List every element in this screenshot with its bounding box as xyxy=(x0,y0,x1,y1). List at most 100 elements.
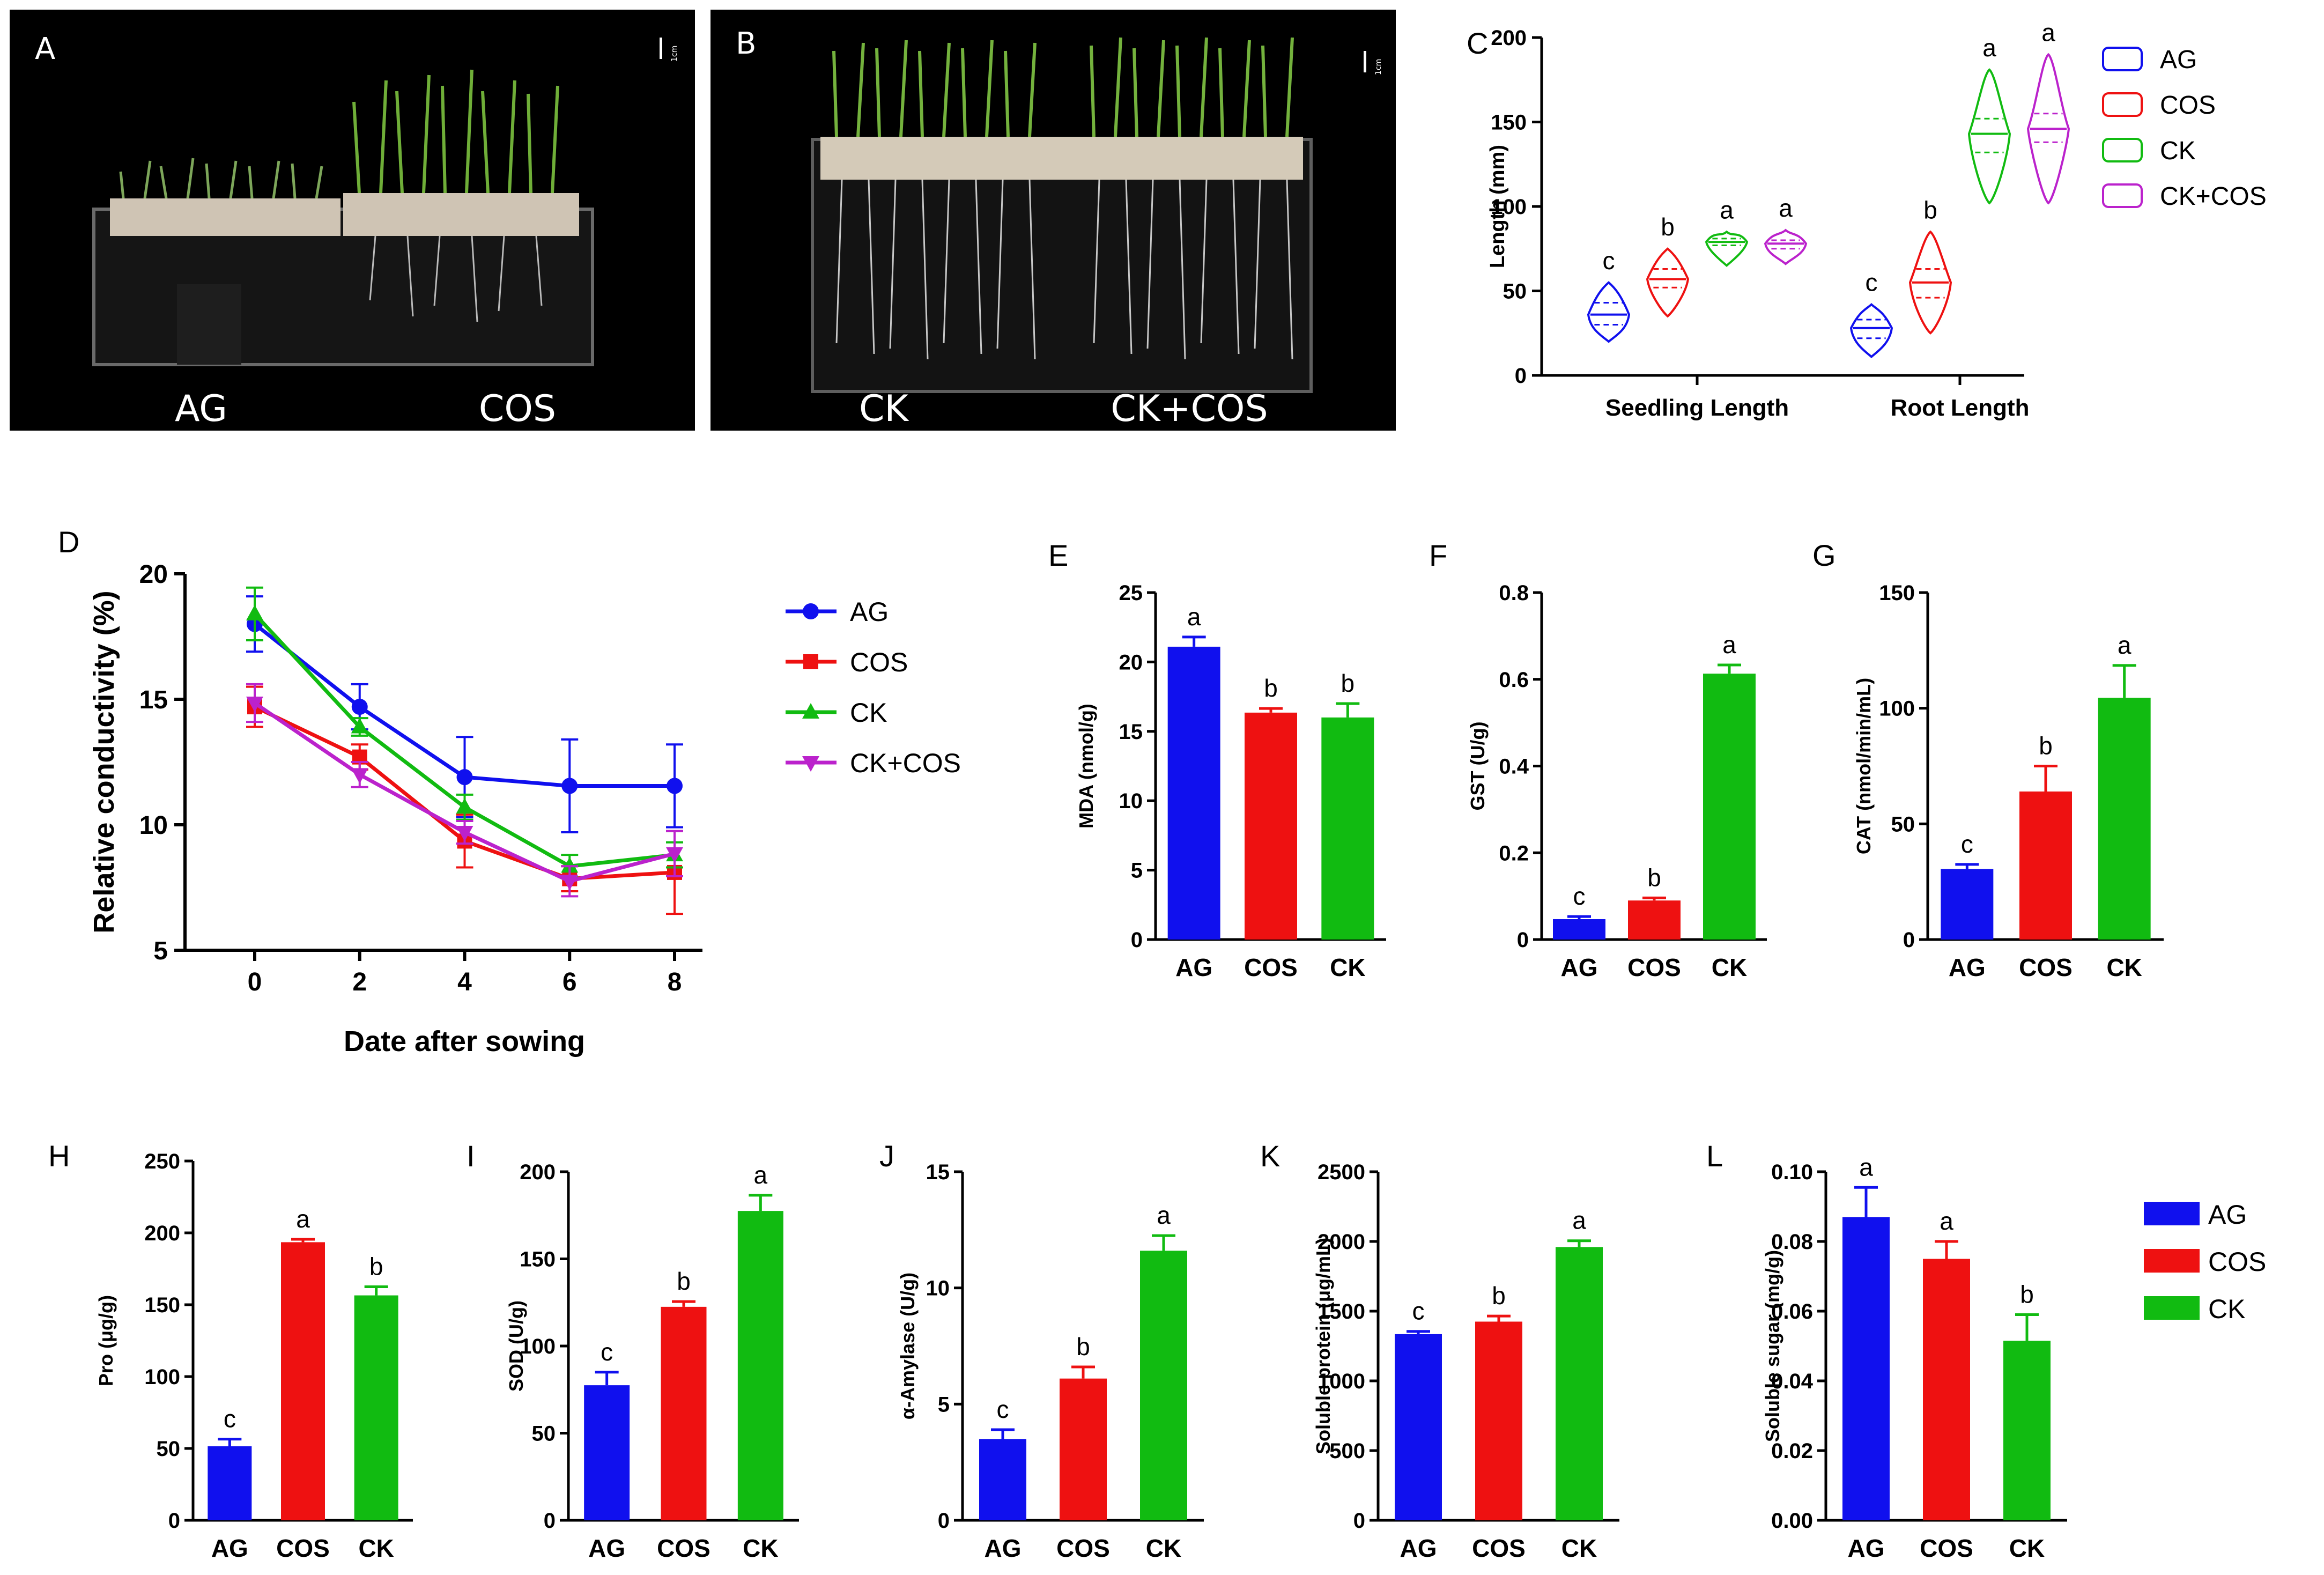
c-x-tick-label: Seedling Length xyxy=(1605,395,1789,421)
g-x-tick-label: COS xyxy=(2019,953,2073,981)
k-y-axis-label: Soluble protein (μg/mL) xyxy=(1312,1238,1334,1454)
violin-ck-cos xyxy=(1764,228,1808,265)
panel-label-i: I xyxy=(467,1139,475,1173)
panel-label-j: J xyxy=(879,1139,894,1173)
chart-e: E 0 5 10 15 20 25 MDA (nmol/g) a AG b COS b CK xyxy=(1048,538,1386,981)
j-bar-ck xyxy=(1140,1251,1187,1520)
f-x-tick-label: COS xyxy=(1627,953,1681,981)
d-legend-marker xyxy=(803,654,818,669)
i-y-tick-label: 200 xyxy=(520,1160,556,1184)
f-y-tick-label: 0.8 xyxy=(1499,581,1529,605)
l-bar-ag xyxy=(1842,1217,1890,1520)
f-y-tick-label: 0 xyxy=(1517,928,1529,952)
panel-label-d: D xyxy=(58,525,79,559)
c-y-tick-label: 50 xyxy=(1503,280,1527,304)
k-y-tick-label: 1500 xyxy=(1318,1300,1365,1323)
h-significance-letter: c xyxy=(224,1405,236,1433)
e-x-tick-label: COS xyxy=(1244,953,1298,981)
photo-a-seedlings-cos xyxy=(352,69,559,194)
panel-label-l: L xyxy=(1706,1139,1723,1173)
k-y-tick-label: 500 xyxy=(1329,1439,1365,1463)
j-significance-letter: a xyxy=(1157,1201,1171,1229)
j-x-tick-label: AG xyxy=(985,1534,1022,1562)
f-bar-ck xyxy=(1703,674,1756,940)
panel-label-f: F xyxy=(1429,538,1447,572)
h-bar-cos xyxy=(281,1242,325,1520)
e-y-tick-label: 10 xyxy=(1119,789,1143,813)
h-significance-letter: b xyxy=(369,1253,383,1281)
c-legend-swatch xyxy=(2102,92,2143,117)
i-significance-letter: c xyxy=(601,1338,613,1366)
j-y-tick-label: 5 xyxy=(938,1393,950,1416)
e-significance-letter: b xyxy=(1264,674,1278,702)
photo-a-label-cos: COS xyxy=(479,388,556,430)
d-x-axis-label: Date after sowing xyxy=(344,1025,585,1058)
l-y-tick-label: 0.10 xyxy=(1771,1160,1813,1184)
h-x-tick-label: CK xyxy=(358,1534,394,1562)
panel-label-c: C xyxy=(1467,26,1488,60)
l-significance-letter: b xyxy=(2020,1281,2034,1308)
g-significance-letter: a xyxy=(2118,631,2131,659)
panel-label-g: G xyxy=(1812,538,1836,572)
d-point-circle xyxy=(561,778,578,794)
photo-a-seed-row-ag xyxy=(110,198,341,236)
h-significance-letter: a xyxy=(296,1205,310,1233)
c-significance-letter: b xyxy=(1923,196,1937,224)
photo-a-seedlings-ag xyxy=(119,158,323,199)
f-y-axis-label: GST (U/g) xyxy=(1467,722,1489,811)
photo-b-roots xyxy=(835,179,1293,360)
g-y-axis-label: CAT (nmol/min/mL) xyxy=(1853,678,1875,854)
d-point-triangle-down xyxy=(561,875,579,891)
photo-b: 1cm B CK CK+COS xyxy=(710,10,1396,431)
bar-legend-label: COS xyxy=(2208,1247,2266,1277)
d-y-tick-label: 10 xyxy=(139,811,168,840)
l-significance-letter: a xyxy=(1859,1153,1873,1181)
j-bar-ag xyxy=(979,1439,1026,1520)
violin-cos xyxy=(1908,230,1952,335)
chart-d: D 5 10 15 20 0 2 4 6 8 Relative conductivity (%) Da… xyxy=(58,525,961,1058)
i-bar-ck xyxy=(737,1211,783,1520)
d-point-triangle-up xyxy=(246,604,263,620)
d-point-triangle-up xyxy=(561,857,579,873)
chart-f: F 0 0.2 0.4 0.6 0.8 GST (U/g) c AG b COS a CK xyxy=(1429,538,1767,981)
h-y-tick-label: 50 xyxy=(157,1437,181,1461)
bar-legend-label: CK xyxy=(2208,1294,2245,1324)
h-y-tick-label: 100 xyxy=(144,1365,180,1389)
i-x-tick-label: CK xyxy=(743,1534,778,1562)
k-y-tick-label: 0 xyxy=(1353,1509,1365,1533)
f-y-tick-label: 0.4 xyxy=(1499,755,1529,779)
d-point-triangle-up xyxy=(351,718,368,734)
d-point-triangle-up xyxy=(456,798,473,814)
bar-legend-swatch xyxy=(2144,1296,2200,1320)
e-y-tick-label: 15 xyxy=(1119,720,1143,744)
d-point-triangle-down xyxy=(351,768,368,784)
i-y-tick-label: 150 xyxy=(520,1248,556,1271)
i-significance-letter: b xyxy=(677,1267,691,1295)
d-point-circle xyxy=(351,699,368,715)
f-y-tick-label: 0.6 xyxy=(1499,668,1529,692)
chart-l: L 0.00 0.02 0.04 0.06 0.08 0.10 Soluble sugar (… xyxy=(1706,1139,2067,1562)
i-y-tick-label: 50 xyxy=(532,1422,556,1446)
c-y-tick-label: 0 xyxy=(1515,364,1527,388)
e-bar-ag xyxy=(1167,646,1220,940)
h-y-tick-label: 150 xyxy=(144,1293,180,1317)
bar-legend-label: AG xyxy=(2208,1200,2247,1230)
l-y-tick-label: 0.02 xyxy=(1771,1439,1813,1463)
f-x-tick-label: AG xyxy=(1561,953,1598,981)
i-x-tick-label: AG xyxy=(588,1534,625,1562)
photo-a-panel-label: A xyxy=(35,32,55,66)
c-legend-swatch xyxy=(2102,138,2143,162)
j-significance-letter: b xyxy=(1076,1333,1090,1360)
d-y-tick-label: 20 xyxy=(139,560,168,589)
d-point-circle xyxy=(667,778,683,794)
f-y-tick-label: 0.2 xyxy=(1499,841,1529,865)
j-y-tick-label: 10 xyxy=(926,1277,950,1300)
g-x-tick-label: CK xyxy=(2106,953,2142,981)
l-bar-ck xyxy=(2003,1341,2051,1520)
h-x-tick-label: AG xyxy=(211,1534,248,1562)
c-y-tick-label: 100 xyxy=(1491,195,1527,219)
f-significance-letter: a xyxy=(1722,631,1736,659)
panel-label-h: H xyxy=(48,1139,70,1173)
c-x-tick-label: Root Length xyxy=(1890,395,2029,421)
